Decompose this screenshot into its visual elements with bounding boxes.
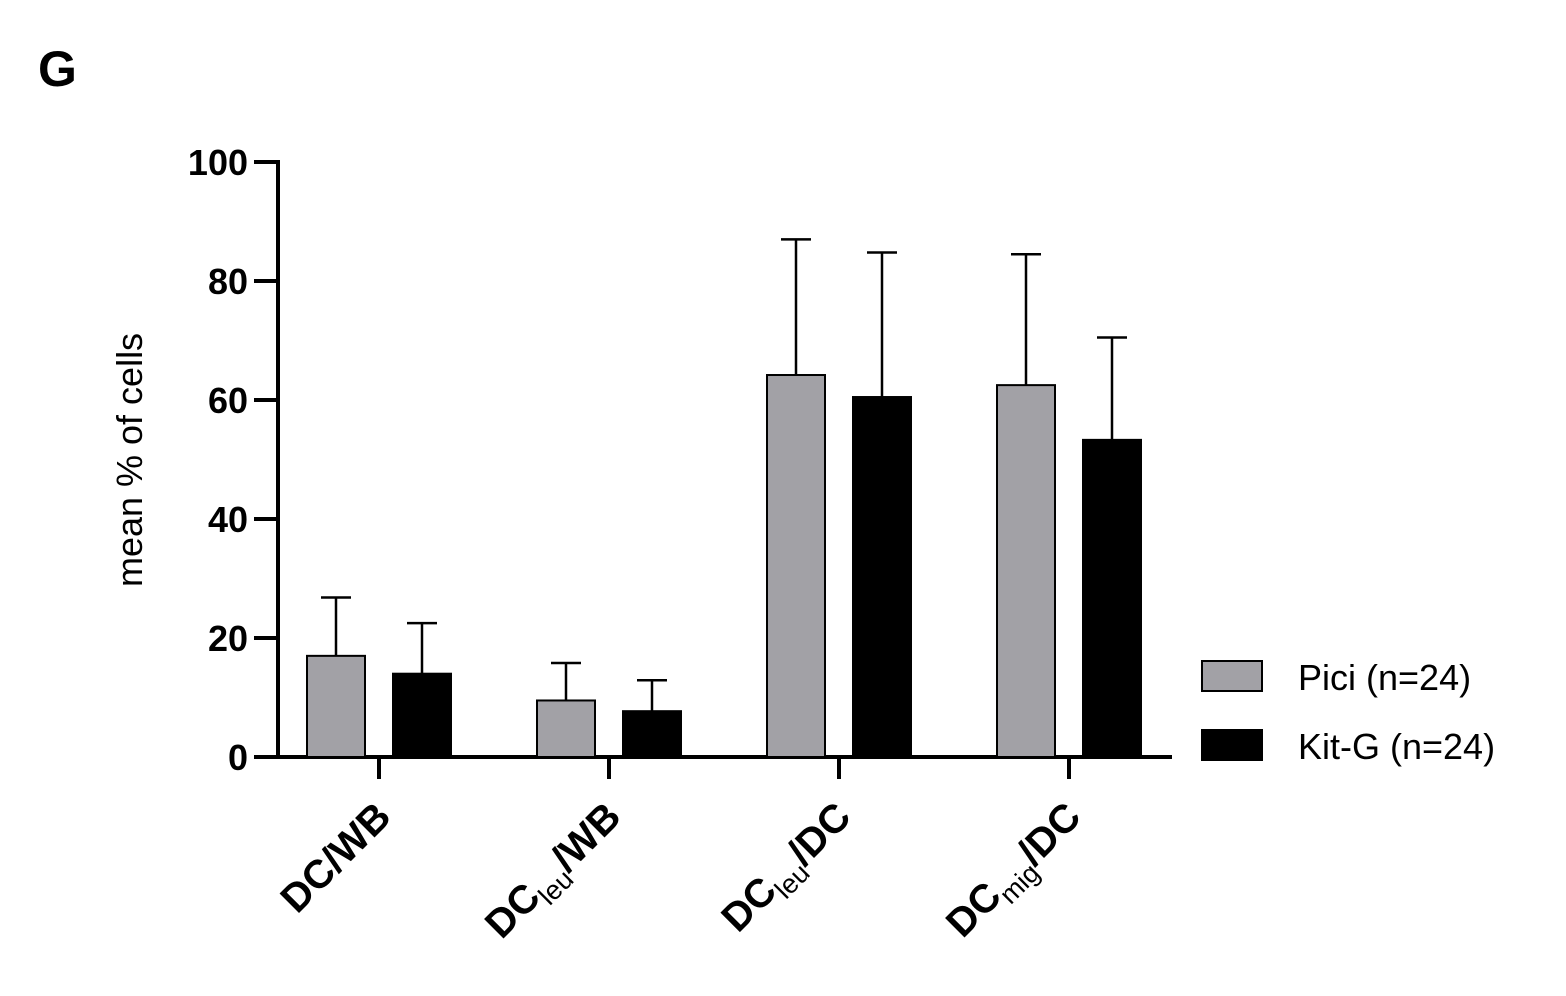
y-tick-label: 100 [188,142,248,183]
bar-pici-3 [766,374,826,758]
bar-kit-g-3 [852,396,912,758]
y-axis-title: mean % of cells [109,333,150,587]
bar-kit-g-1 [392,672,452,759]
category-label: DCmig/DC [938,794,1094,950]
legend-swatch-kit-g [1201,729,1263,761]
category-label: DCleu/WB [477,794,634,951]
y-tick-label: 40 [208,499,248,540]
error-bars [321,238,1127,712]
legend-label-pici: Pici (n=24) [1298,657,1471,698]
category-labels: DC/WB DCleu/WB DCleu/DC DCmig/DC [272,794,1094,951]
bar-pici-4 [996,384,1056,758]
y-tick-label: 80 [208,261,248,302]
y-tick-label: 20 [208,618,248,659]
x-axis [254,755,1172,779]
y-tick-label: 60 [208,380,248,421]
bar-kit-g-4 [1082,438,1142,758]
bar-pici-1 [306,654,366,758]
legend: Pici (n=24) Kit-G (n=24) [1201,657,1495,767]
y-tick-label: 0 [228,737,248,778]
panel-label: G [38,41,77,97]
category-label: DC/WB [272,794,399,921]
bar-pici-2 [536,699,596,758]
bars [306,374,1142,759]
category-label: DCleu/DC [713,794,864,945]
legend-label-kit-g: Kit-G (n=24) [1298,726,1495,767]
y-axis: 0 20 40 60 80 100 [188,142,280,778]
bar-kit-g-2 [622,710,682,758]
legend-swatch-pici [1201,660,1263,692]
